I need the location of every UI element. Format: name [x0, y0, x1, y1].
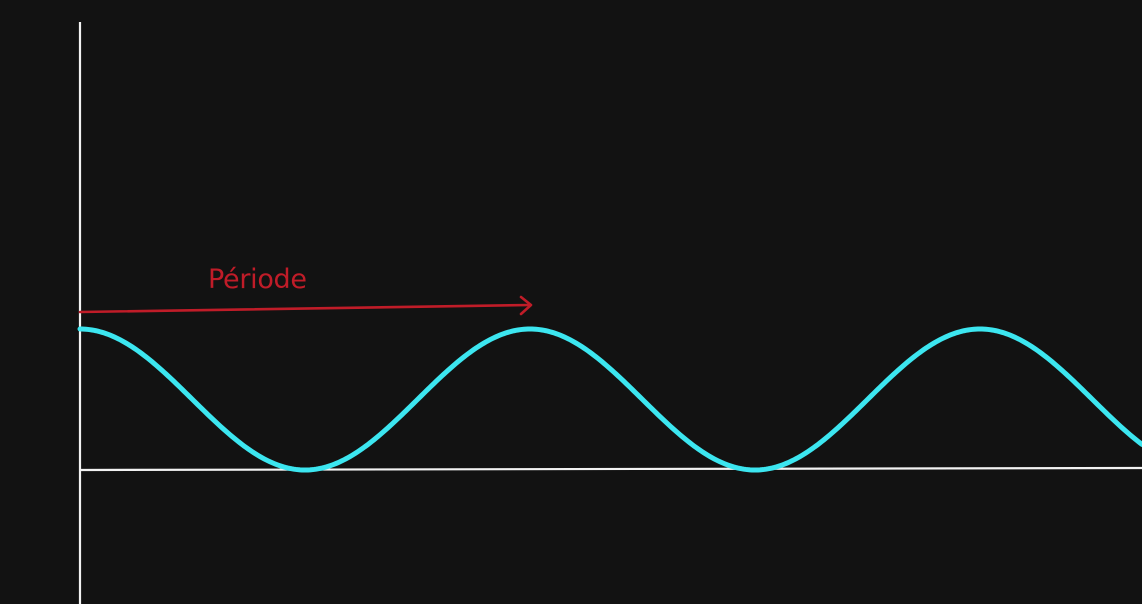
cosine-wave [77, 326, 1142, 473]
period-label: Période [208, 264, 307, 295]
period-arrow [78, 303, 532, 314]
arrowhead-icon [519, 295, 533, 316]
x-axis [79, 466, 1142, 472]
